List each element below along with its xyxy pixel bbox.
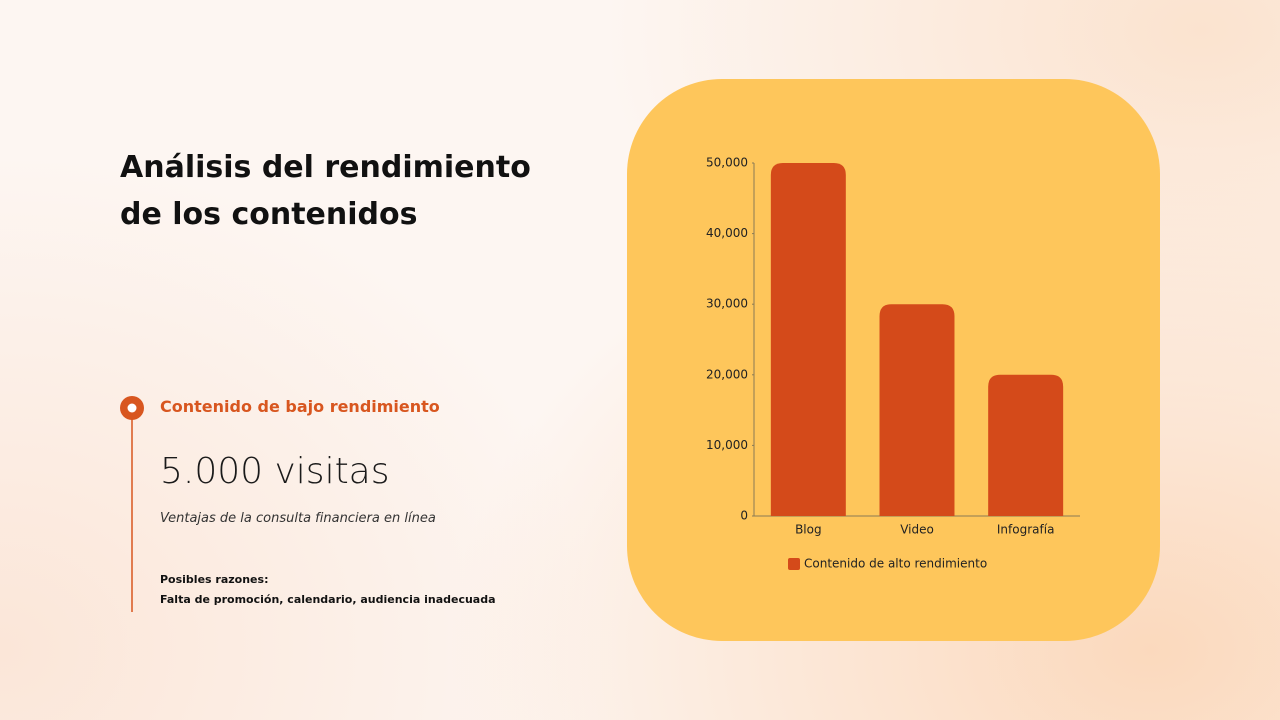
x-tick-label: Video	[900, 523, 934, 537]
highlight-metric: 5.000 visitas	[160, 451, 390, 492]
legend-label: Contenido de alto rendimiento	[804, 557, 987, 571]
bar	[879, 304, 955, 516]
bar	[988, 374, 1064, 516]
highlight-label: Contenido de bajo rendimiento	[160, 397, 440, 416]
x-tick-label: Infografía	[997, 523, 1055, 537]
bar	[770, 163, 846, 516]
legend-swatch	[788, 558, 800, 570]
timeline-dot-center	[127, 403, 137, 413]
highlight-description: Ventajas de la consulta financiera en lí…	[160, 511, 436, 526]
y-tick-label: 10,000	[706, 438, 748, 452]
y-tick-label: 30,000	[706, 297, 748, 311]
reasons-text: Falta de promoción, calendario, audienci…	[160, 593, 496, 606]
slide-title: Análisis del rendimiento de los contenid…	[120, 150, 531, 232]
reasons-title: Posibles razones:	[160, 573, 269, 586]
x-tick-label: Blog	[795, 523, 822, 537]
y-tick-label: 0	[740, 509, 748, 523]
y-tick-label: 20,000	[706, 367, 748, 381]
y-tick-label: 40,000	[706, 226, 748, 240]
y-tick-label: 50,000	[706, 156, 748, 170]
